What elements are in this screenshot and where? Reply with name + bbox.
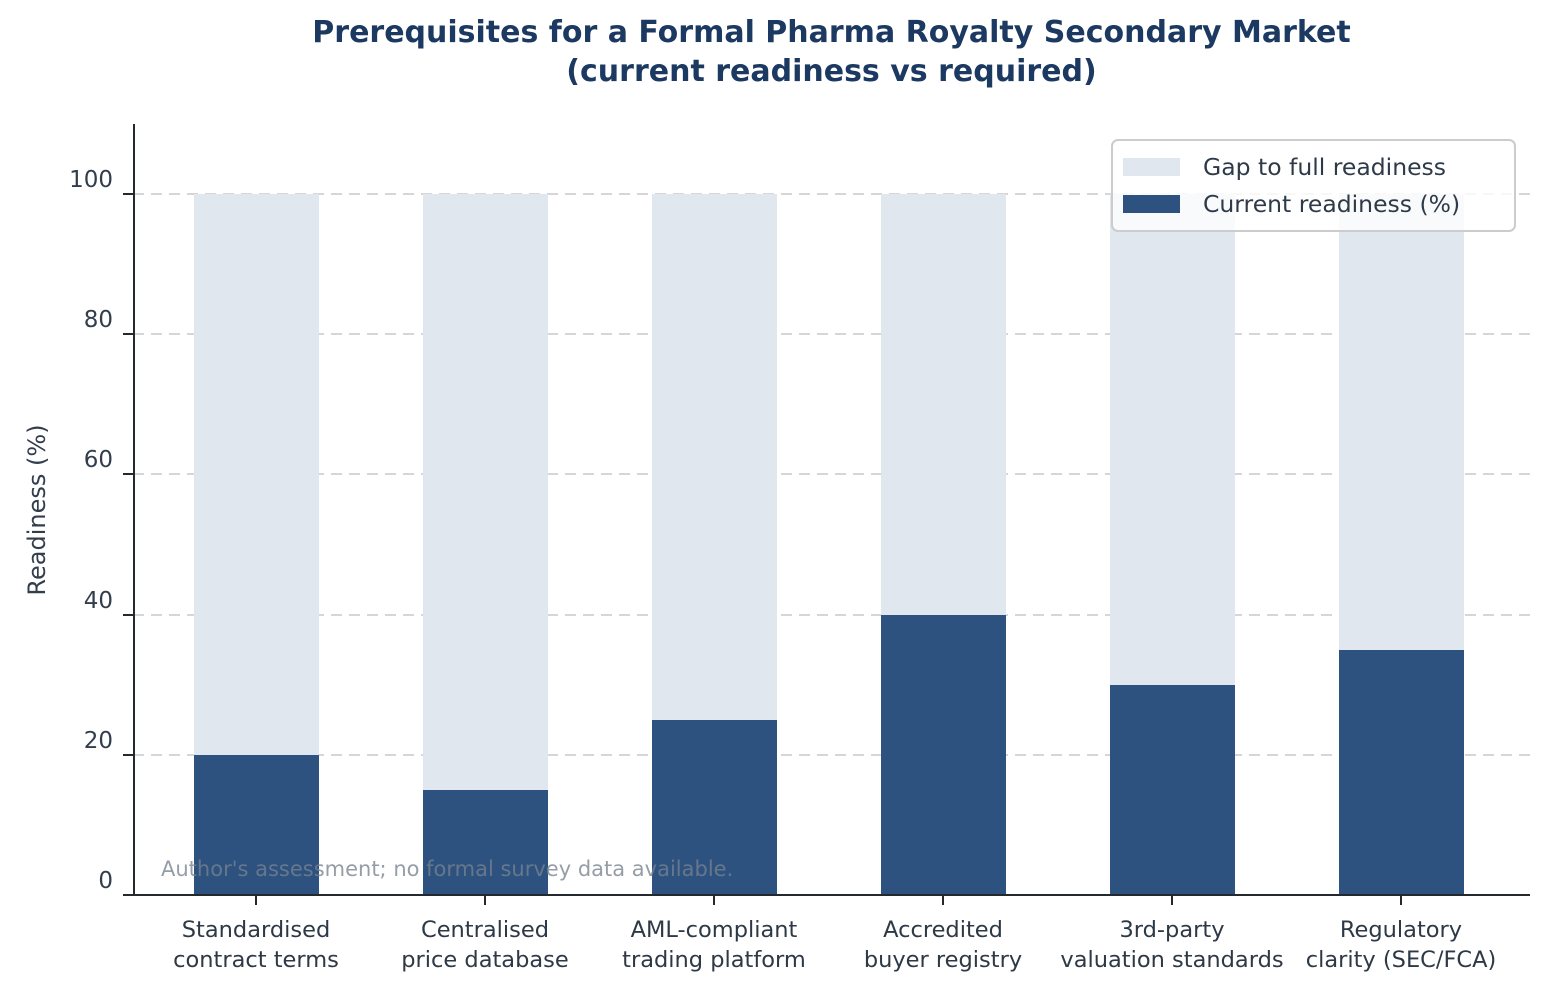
legend-label-gap: Gap to full readiness bbox=[1203, 153, 1447, 182]
legend-box: Gap to full readiness Current readiness … bbox=[1111, 139, 1516, 232]
y-tick bbox=[123, 473, 133, 476]
legend-item-current: Current readiness (%) bbox=[1123, 190, 1498, 218]
x-axis-label: AML-compliant trading platform bbox=[622, 917, 806, 973]
gridline bbox=[133, 613, 1530, 616]
y-tick bbox=[123, 613, 133, 616]
bar-segment-gap-to-readiness bbox=[1109, 194, 1235, 685]
bar-segment-current-readiness bbox=[1109, 684, 1235, 895]
y-axis-spine bbox=[133, 124, 135, 895]
bar-segment-gap-to-readiness bbox=[880, 194, 1006, 615]
y-tick-label: 0 bbox=[98, 868, 113, 894]
legend-swatch-current bbox=[1123, 194, 1180, 213]
annotation-note: Author's assessment; no formal survey da… bbox=[161, 857, 734, 881]
y-tick bbox=[123, 753, 133, 756]
y-tick-label: 60 bbox=[83, 447, 113, 474]
gridline bbox=[133, 473, 1530, 476]
x-axis-label: Accredited buyer registry bbox=[863, 917, 1023, 973]
x-tick bbox=[942, 895, 944, 905]
x-axis-label: Regulatory clarity (SEC/FCA) bbox=[1305, 917, 1497, 973]
legend-label-current: Current readiness (%) bbox=[1203, 189, 1461, 218]
bar-segment-current-readiness bbox=[880, 614, 1006, 895]
chart-title: Prerequisites for a Formal Pharma Royalt… bbox=[312, 15, 1351, 89]
gridline bbox=[133, 193, 1530, 195]
bar-segment-gap-to-readiness bbox=[1338, 194, 1464, 650]
plot-area: 0 20 40 60 80 100 Standardised contract terms… bbox=[69, 124, 1530, 973]
x-axis-label: Centralised price database bbox=[401, 917, 569, 973]
y-tick-label: 40 bbox=[83, 587, 113, 614]
gridline bbox=[133, 753, 1530, 756]
bar-stack bbox=[880, 194, 1006, 895]
y-tick-label: 80 bbox=[83, 307, 113, 334]
bar-stack bbox=[193, 194, 319, 895]
bar-segment-current-readiness bbox=[651, 719, 777, 895]
bar-segment-gap-to-readiness bbox=[651, 194, 777, 720]
x-tick bbox=[713, 895, 715, 905]
bar-segment-gap-to-readiness bbox=[422, 194, 548, 790]
y-tick bbox=[123, 894, 133, 896]
x-tick bbox=[484, 895, 486, 905]
x-axis-label: Standardised contract terms bbox=[173, 917, 339, 973]
y-tick bbox=[123, 333, 133, 336]
x-axis-spine bbox=[133, 894, 1530, 896]
bar-segment-current-readiness bbox=[422, 789, 548, 895]
bar-segment-current-readiness bbox=[193, 754, 319, 895]
legend-item-gap: Gap to full readiness bbox=[1123, 153, 1498, 181]
bar-stack bbox=[1109, 194, 1235, 895]
legend-swatch-gap bbox=[1123, 158, 1180, 177]
bar-stack bbox=[651, 194, 777, 895]
y-tick-label: 20 bbox=[83, 727, 113, 754]
bar-segment-gap-to-readiness bbox=[193, 194, 319, 755]
x-axis-label: 3rd-party valuation standards bbox=[1060, 917, 1284, 973]
grid-zone: 0 20 40 60 80 100 bbox=[69, 167, 1530, 896]
x-tick bbox=[1400, 895, 1402, 905]
gridline bbox=[133, 333, 1530, 336]
y-axis-label: Readiness (%) bbox=[23, 424, 51, 596]
bar-stack bbox=[422, 194, 548, 895]
y-tick-label: 100 bbox=[69, 167, 113, 193]
y-tick bbox=[123, 193, 133, 195]
x-tick bbox=[1171, 895, 1173, 905]
bar-stack bbox=[1338, 194, 1464, 895]
x-tick bbox=[255, 895, 257, 905]
bar-segment-current-readiness bbox=[1338, 649, 1464, 895]
